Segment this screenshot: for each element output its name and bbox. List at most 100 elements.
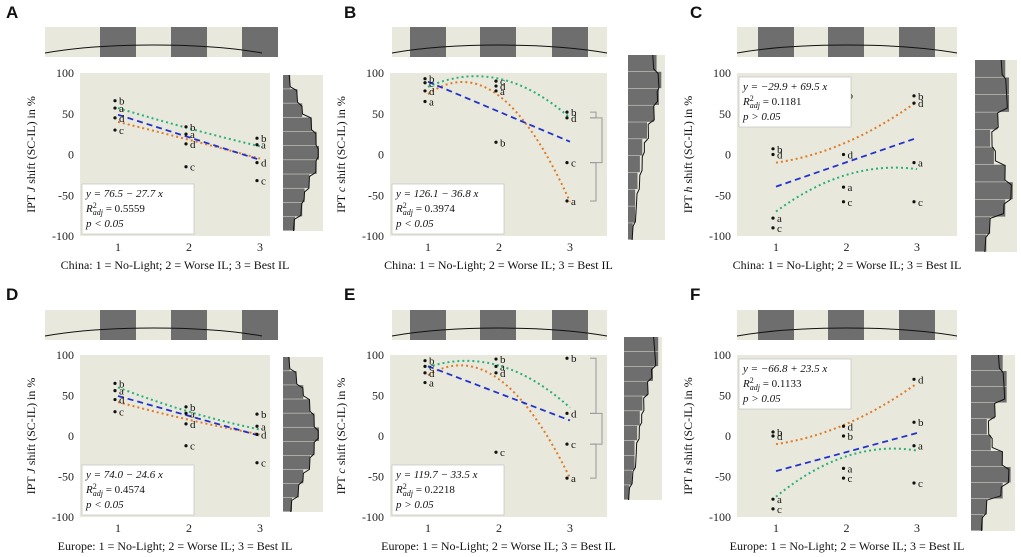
histogram-bar — [628, 105, 655, 122]
data-point — [255, 432, 259, 436]
data-point — [423, 371, 427, 375]
data-point — [912, 94, 916, 98]
panel-letter: F — [690, 285, 700, 304]
r-squared-value: = 0.5559 — [103, 203, 145, 215]
p-value: p > 0.05 — [742, 111, 781, 123]
histogram-bar — [283, 131, 317, 146]
y-axis-label-suffix: shift (SC-IL) in % — [681, 96, 695, 187]
data-point — [771, 434, 775, 438]
histogram-bar — [975, 112, 998, 130]
histogram-bar — [971, 419, 987, 435]
significance-bracket — [590, 443, 597, 479]
data-point — [565, 116, 569, 120]
data-point — [565, 476, 569, 480]
y-tick-label: 0 — [378, 429, 384, 443]
histogram-bar — [283, 385, 304, 399]
histogram-bar — [971, 451, 1003, 467]
data-point-label: b — [119, 96, 125, 108]
confidence-curve-upper — [775, 382, 918, 446]
significance-bracket — [590, 162, 597, 202]
data-point-label: c — [918, 197, 923, 209]
histogram-bar — [283, 441, 315, 456]
y-tick-label: 50 — [719, 107, 731, 121]
panel-letter: C — [690, 3, 702, 22]
x-tick-label: 3 — [914, 240, 920, 254]
y-axis-label-prefix: IPT — [681, 474, 695, 495]
panel-B: B 100 50 0 -50 -100 1 2 3 IPT c shift (SC-IL) in … — [334, 3, 665, 272]
x-axis-label: Europe: 1 = No-Light; 2 = Worse IL; 3 = … — [381, 539, 616, 553]
data-point — [494, 84, 498, 88]
histogram-density-curve — [628, 336, 657, 501]
confidence-curve-lower — [427, 364, 571, 479]
top-strip-bar — [100, 310, 136, 340]
data-point — [184, 444, 188, 448]
p-value: p < 0.05 — [85, 218, 124, 230]
data-point — [113, 128, 117, 132]
top-strip-background — [45, 310, 262, 340]
x-tick-label: 1 — [115, 521, 121, 535]
r-squared-symbol: R — [85, 484, 93, 496]
equation-box — [81, 183, 195, 235]
data-point-label: b — [261, 409, 267, 421]
histogram-bar — [628, 189, 636, 206]
histogram-bar — [971, 355, 1003, 371]
data-point-label: a — [261, 421, 266, 433]
regression-line — [775, 432, 918, 472]
data-point — [255, 143, 259, 147]
data-point-label: d — [429, 368, 435, 380]
r-squared-symbol: R — [395, 203, 403, 215]
y-axis-label-prefix: IPT — [334, 474, 348, 495]
data-point — [184, 422, 188, 426]
regression-line — [117, 113, 261, 161]
histogram-bar — [283, 469, 304, 484]
top-strip-density-curve — [391, 327, 608, 337]
data-point — [184, 142, 188, 146]
top-strip-density-curve — [44, 44, 263, 54]
data-point-label: b — [190, 122, 196, 134]
top-strip-bar — [758, 27, 794, 57]
panel-letter: B — [344, 3, 356, 22]
confidence-curve-upper — [117, 107, 261, 148]
y-tick-label: -50 — [58, 470, 74, 484]
data-point — [494, 140, 498, 144]
r-squared: R2 adj = 0.1133 — [742, 376, 802, 392]
histogram-bar — [624, 411, 640, 426]
r-squared: R2 adj = 0.2218 — [395, 482, 455, 498]
panel-C: C 100 50 0 -50 -100 1 2 3 IPT h shift (SC-IL) in … — [681, 3, 1017, 272]
histogram-bar — [283, 117, 312, 132]
data-point — [184, 405, 188, 409]
data-point-label: c — [777, 223, 782, 235]
data-point-label: a — [777, 213, 782, 225]
data-point-label: c — [848, 473, 853, 485]
histogram-bar — [624, 351, 659, 367]
data-point-label: a — [848, 182, 853, 194]
panel-letter: A — [6, 3, 18, 22]
y-tick-label: 50 — [62, 107, 74, 121]
data-point — [184, 132, 188, 136]
top-strip-bar — [828, 27, 864, 57]
r-squared-subscript: adj — [93, 208, 104, 217]
x-tick-label: 2 — [496, 521, 502, 535]
histogram-density-curve — [631, 54, 660, 241]
regression-equation: y = −29.9 + 69.5 x — [742, 81, 827, 93]
panel-E: E 100 50 0 -50 -100 1 2 3 IPT c shift (SC-IL) in … — [334, 285, 662, 553]
data-point-label: c — [429, 361, 434, 373]
data-point — [255, 461, 259, 465]
data-point — [255, 178, 259, 183]
confidence-curve-lower — [427, 80, 571, 203]
top-strip-bar — [828, 310, 864, 340]
panel-letter: E — [344, 285, 355, 304]
histogram-bar — [975, 217, 991, 235]
x-tick-label: 3 — [257, 521, 263, 535]
data-point-label: c — [261, 458, 266, 470]
data-point-label: c — [190, 162, 195, 174]
r-squared-value: = 0.1181 — [760, 96, 802, 108]
top-strip-bar — [410, 27, 446, 57]
data-point-label: c — [571, 158, 576, 170]
histogram-bar — [971, 467, 1011, 483]
histogram-bar — [975, 94, 1010, 112]
data-point — [565, 356, 569, 360]
data-point-label: d — [500, 368, 506, 380]
data-point — [184, 165, 188, 169]
y-axis-label-prefix: IPT — [334, 192, 348, 213]
